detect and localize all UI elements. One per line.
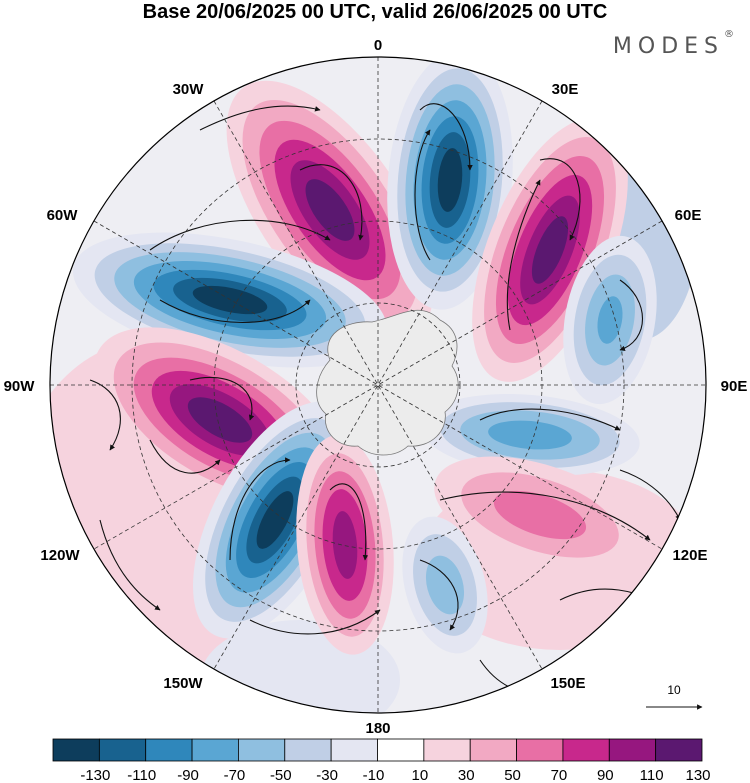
colorbar: -130 -110 -90 -70 -50 -30 -10 10 30 50 70 90 110 130 xyxy=(52,738,711,783)
lon-label-120e: 120E xyxy=(672,547,707,564)
colorbar-swatch xyxy=(52,738,100,762)
colorbar-swatch xyxy=(423,738,471,762)
colorbar-tick-label: 30 xyxy=(458,767,475,783)
colorbar-swatch xyxy=(238,738,286,762)
lon-label-120w: 120W xyxy=(40,547,80,564)
lon-label-0: 0 xyxy=(374,37,382,54)
colorbar-tick-label: 70 xyxy=(551,767,568,783)
lon-label-30w: 30W xyxy=(173,81,205,98)
reference-vector-label: 10 xyxy=(667,683,681,697)
colorbar-swatch xyxy=(608,738,657,762)
map-field xyxy=(50,57,706,713)
lon-label-90e: 90E xyxy=(721,378,748,395)
lon-label-180: 180 xyxy=(365,720,390,737)
map-boundary xyxy=(49,56,707,714)
negative-anomaly-lobe-6 xyxy=(402,516,488,654)
colorbar-swatch xyxy=(469,738,517,762)
colorbar-swatch xyxy=(330,738,378,762)
map-title: Base 20/06/2025 00 UTC, valid 26/06/2025… xyxy=(142,1,608,23)
positive-anomaly-lobe-4 xyxy=(296,435,394,655)
colorbar-swatch xyxy=(655,738,703,762)
colorbar-swatch xyxy=(98,738,147,762)
colorbar-tick-label: -110 xyxy=(127,767,156,783)
colorbar-swatch xyxy=(145,738,193,762)
colorbar-tick-label: -70 xyxy=(224,767,246,783)
graticule xyxy=(50,57,706,713)
colorbar-tick-label: 90 xyxy=(597,767,614,783)
colorbar-tick-label: 50 xyxy=(504,767,521,783)
colorbar-tick-label: 110 xyxy=(640,767,664,783)
positive-anomaly-lobe-2 xyxy=(472,118,628,382)
lon-label-90w: 90W xyxy=(4,378,36,395)
streamlines xyxy=(89,103,681,695)
colorbar-swatch xyxy=(516,738,564,762)
negative-anomaly-lobe-4 xyxy=(420,394,640,476)
lon-label-60w: 60W xyxy=(47,207,79,224)
lon-label-150w: 150W xyxy=(163,675,203,692)
positive-anomaly-lobe-5 xyxy=(434,456,646,574)
colorbar-swatch xyxy=(377,738,425,762)
colorbar-tick-label: 10 xyxy=(412,767,429,783)
colorbar-tick-label: 130 xyxy=(685,767,710,783)
lon-label-30e: 30E xyxy=(552,81,579,98)
colorbar-tick-label: -10 xyxy=(363,767,385,783)
modes-logo: MODES® xyxy=(612,28,734,59)
colorbar-tick-label: -50 xyxy=(270,767,292,783)
lon-label-150e: 150E xyxy=(550,675,585,692)
antarctica-landmass xyxy=(316,309,459,456)
colorbar-swatch xyxy=(562,738,610,762)
colorbar-tick-label: -30 xyxy=(316,767,338,783)
colorbar-swatch xyxy=(284,738,332,762)
colorbar-swatch xyxy=(191,738,239,762)
colorbar-tick-label: -90 xyxy=(177,767,199,783)
lon-label-60e: 60E xyxy=(675,207,702,224)
colorbar-tick-label: -130 xyxy=(80,767,110,783)
positive-anomaly-lobe-1 xyxy=(226,80,434,340)
